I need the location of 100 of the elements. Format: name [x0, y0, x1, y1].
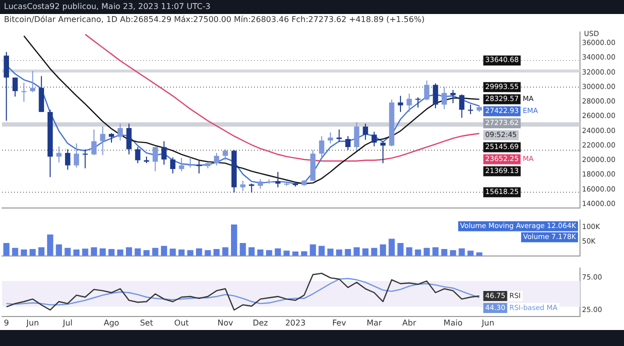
candlestick [432, 82, 438, 109]
candlestick [108, 132, 114, 144]
bar [20, 250, 27, 256]
bar [380, 244, 386, 256]
bar [362, 248, 369, 256]
bar [170, 248, 176, 256]
x-tick-label: Jun [480, 318, 494, 328]
bar [47, 234, 54, 256]
bar [284, 250, 290, 256]
bar [108, 248, 115, 256]
bar [160, 246, 168, 256]
candlestick [406, 93, 412, 112]
candlestick [459, 94, 464, 118]
bar [432, 247, 439, 256]
bar [371, 248, 378, 256]
candlestick [442, 86, 447, 110]
x-tick-label: 9 [4, 318, 9, 328]
bar [152, 248, 158, 256]
bar [248, 247, 255, 256]
x-tick-label: Dez [252, 318, 268, 328]
candlestick [424, 80, 430, 101]
candlestick [345, 136, 351, 150]
bar [414, 250, 422, 256]
x-tick-label: Mar [366, 318, 382, 328]
bar [318, 246, 325, 256]
x-tick-label: 2023 [285, 318, 306, 328]
bar [213, 248, 220, 256]
bar [143, 250, 150, 256]
candlestick [415, 96, 421, 108]
x-tick-label: Out [174, 318, 189, 328]
bar [73, 250, 80, 256]
candlestick [126, 123, 132, 155]
bar [441, 248, 448, 256]
bar [450, 250, 456, 256]
x-tick-label: Maio [444, 318, 463, 328]
candlestick [240, 180, 246, 192]
bar [178, 250, 185, 256]
x-tick-label: Nov [218, 318, 234, 328]
bar [354, 247, 360, 256]
candlestick [65, 148, 70, 170]
bar [82, 248, 88, 256]
candlestick [82, 148, 88, 169]
x-tick-label: Fev [332, 318, 346, 328]
candlestick [135, 146, 140, 164]
bar [12, 248, 18, 256]
bar [56, 244, 62, 256]
candlestick [56, 146, 62, 163]
candlestick [178, 158, 184, 172]
bar [424, 248, 430, 256]
x-tick-label: Ago [104, 318, 120, 328]
candlestick [21, 82, 27, 102]
bar [38, 247, 44, 256]
bar [388, 238, 395, 256]
candlestick [152, 146, 158, 172]
bar [292, 252, 298, 256]
candlestick [4, 51, 10, 122]
bar [266, 250, 272, 256]
bar [476, 252, 482, 256]
chart-title: Bitcoin/Dólar Americano, 1D Ab:26854.29 Máx:27500.00 Mín:26803.46 Fch:27273.62 +418.89 (+1.56%) [3, 14, 426, 26]
candlestick [372, 131, 377, 147]
bar [274, 248, 281, 256]
candlestick [354, 122, 360, 150]
candlestick [222, 148, 228, 161]
x-tick-label: Set [140, 318, 154, 328]
candlestick [188, 156, 193, 168]
candlestick [170, 156, 176, 174]
candlestick [328, 132, 334, 144]
bar [134, 248, 141, 256]
bar [90, 247, 98, 256]
candlestick [336, 129, 342, 142]
bar [240, 242, 246, 256]
bar [344, 248, 351, 256]
candlestick [30, 70, 36, 93]
candlestick [196, 160, 202, 174]
bar [257, 250, 264, 256]
bar [336, 250, 342, 256]
candlestick [118, 123, 123, 141]
x-tick-label: Jul [62, 318, 73, 328]
candlestick [398, 95, 404, 112]
bar [204, 250, 211, 256]
bar [231, 224, 238, 256]
candlestick [214, 152, 220, 166]
bar [406, 247, 412, 256]
bar [458, 248, 465, 256]
bar [100, 248, 106, 256]
candlestick [362, 123, 368, 140]
x-tick-label: Abr [402, 318, 417, 328]
bar [30, 248, 36, 256]
candlestick [319, 136, 324, 158]
candlestick [100, 126, 106, 156]
bar [327, 248, 334, 256]
bar [126, 247, 132, 256]
chart-subtitle: LucasCosta92 publicou, Maio 23, 2023 11:07 UTC-3 [0, 0, 624, 14]
candlestick [161, 140, 167, 166]
candlestick [258, 178, 263, 190]
bar [301, 251, 308, 256]
candlestick [12, 77, 18, 98]
x-tick-label: Jun [25, 318, 39, 328]
candlestick [74, 142, 80, 168]
candlestick [380, 140, 386, 164]
